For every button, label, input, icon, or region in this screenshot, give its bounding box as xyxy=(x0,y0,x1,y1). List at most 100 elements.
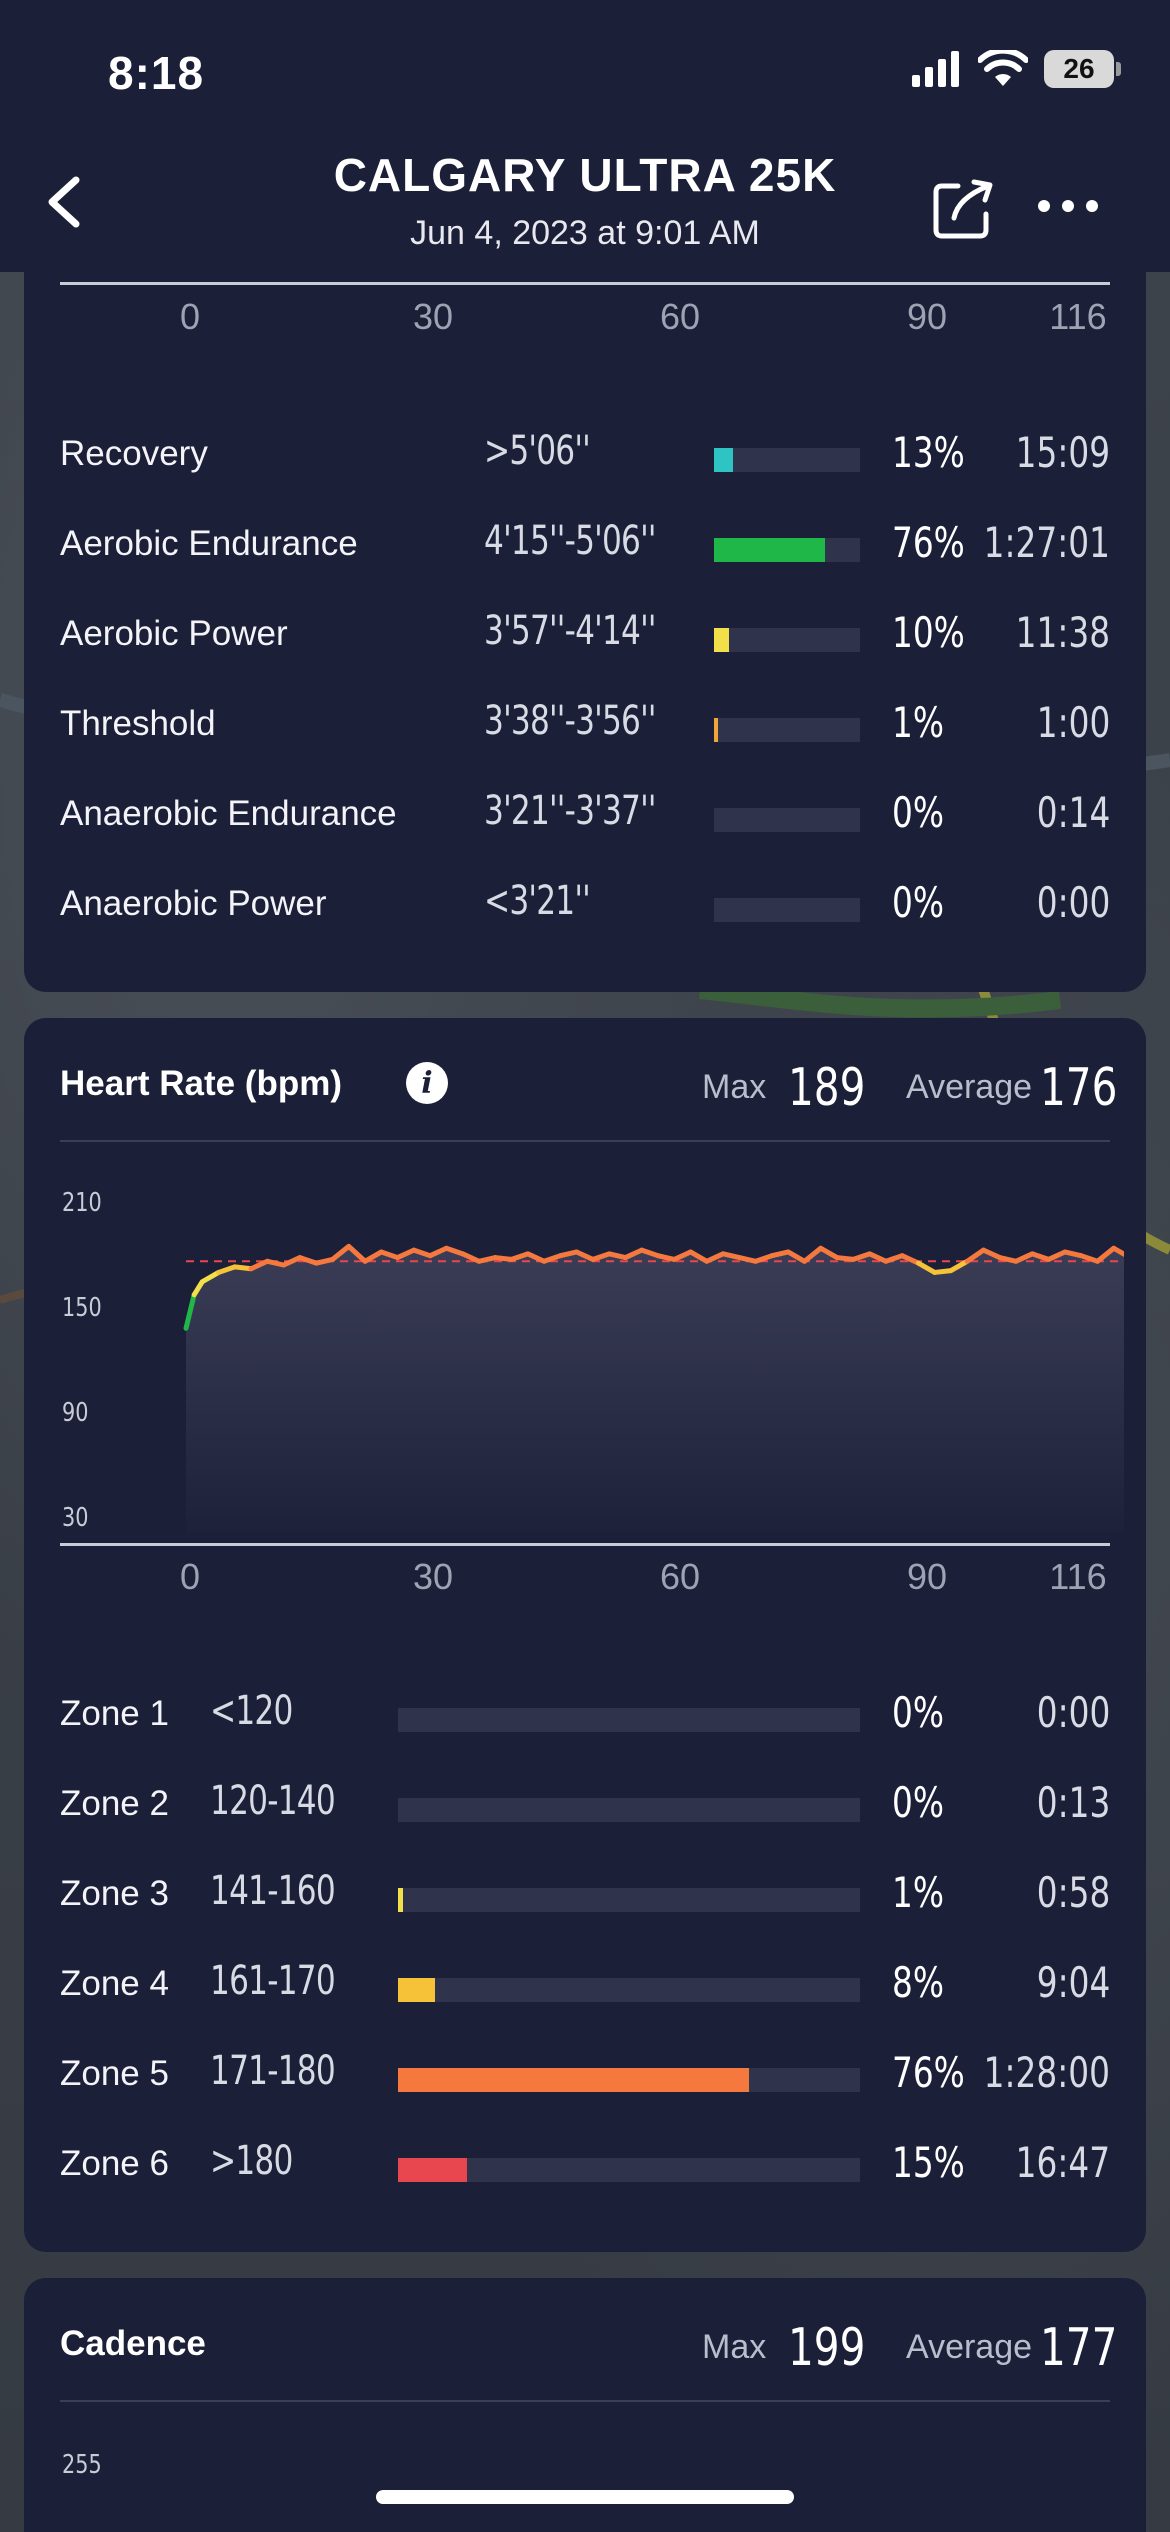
heart-rate-header: Heart Rate (bpm) i Max 189 Average 176 xyxy=(60,1058,1117,1118)
cadence-avg-label: Average xyxy=(906,2328,1033,2366)
axis-tick: 30 xyxy=(412,296,454,337)
hr-line-segment xyxy=(509,1251,531,1262)
zone-percent: 10% xyxy=(892,608,965,657)
zone-label: Zone 1 xyxy=(60,1694,169,1733)
zone-bar-fill xyxy=(398,1888,403,1912)
axis-tick: 30 xyxy=(412,1556,454,1597)
cadence-title: Cadence xyxy=(60,2324,206,2363)
zone-row: Anaerobic Power <3'21'' 0% 0:00 xyxy=(60,876,1110,936)
zone-range: 4'15''-5'06'' xyxy=(484,518,656,564)
zone-range: 3'38''-3'56'' xyxy=(484,698,656,744)
cadence-header: Cadence Max 199 Average 177 xyxy=(60,2318,1117,2378)
hr-max-label: Max xyxy=(702,1068,767,1106)
divider xyxy=(60,1140,1110,1142)
hr-avg-value: 176 xyxy=(1040,1058,1118,1118)
hr-line-segment xyxy=(997,1255,1019,1264)
hr-line-segment xyxy=(801,1245,824,1264)
hr-line-segment xyxy=(818,1245,840,1261)
activity-title: CALGARY ULTRA 25K xyxy=(333,149,837,201)
hr-line-segment xyxy=(883,1253,905,1264)
zone-bar-fill xyxy=(714,538,825,562)
zone-row: Zone 4 161-170 8% 9:04 xyxy=(60,1956,1110,2016)
zone-percent: 0% xyxy=(892,788,944,837)
zone-label: Zone 3 xyxy=(60,1874,169,1913)
heart-rate-area xyxy=(186,1246,1124,1533)
hr-line-segment xyxy=(1029,1251,1052,1262)
zone-duration: 1:28:00 xyxy=(983,2048,1110,2097)
pace-zones-card: 0 30 60 90 116 Recovery >5'06'' 13% 15:09 Ae… xyxy=(24,240,1146,992)
zone-label: Recovery xyxy=(60,434,208,473)
zone-label: Zone 6 xyxy=(60,2144,169,2183)
zone-row: Threshold 3'38''-3'56'' 1% 1:00 xyxy=(60,696,1110,756)
hr-line-segment xyxy=(688,1249,710,1264)
hr-line-segment xyxy=(460,1251,482,1264)
hr-line-segment xyxy=(329,1243,352,1262)
hr-line-segment xyxy=(411,1247,433,1259)
hr-line-segment xyxy=(785,1249,807,1264)
zone-bar-fill xyxy=(398,2158,468,2182)
zone-bar-fill xyxy=(714,718,718,742)
hr-line-segment xyxy=(476,1255,498,1264)
zone-duration: 0:13 xyxy=(1036,1778,1110,1827)
zone-bar xyxy=(714,538,860,562)
zone-duration: 0:00 xyxy=(1036,878,1110,927)
hr-line-segment xyxy=(1111,1245,1124,1258)
zone-range: <3'21'' xyxy=(484,878,591,924)
divider xyxy=(60,2400,1110,2402)
zone-label: Aerobic Power xyxy=(60,614,288,653)
zone-bar xyxy=(714,448,860,472)
zone-label: Anaerobic Power xyxy=(60,884,327,923)
share-icon[interactable] xyxy=(932,176,996,240)
hr-line-segment xyxy=(281,1255,303,1268)
hr-chart-axis xyxy=(60,1543,1110,1546)
hr-line-segment xyxy=(736,1255,759,1264)
back-chevron-icon[interactable] xyxy=(40,172,90,232)
zone-bar xyxy=(398,1978,860,2002)
hr-line-segment xyxy=(191,1279,205,1298)
zone-percent: 13% xyxy=(892,428,965,477)
hr-line-segment xyxy=(574,1249,596,1262)
zone-row: Zone 6 >180 15% 16:47 xyxy=(60,2136,1110,2196)
zone-percent: 0% xyxy=(892,1778,944,1827)
zone-row: Zone 5 171-180 76% 1:28:00 xyxy=(60,2046,1110,2106)
zone-range: <120 xyxy=(210,1688,293,1734)
hr-line-segment xyxy=(557,1249,580,1259)
heart-rate-title: Heart Rate (bpm) xyxy=(60,1064,342,1103)
hr-line-segment xyxy=(1078,1253,1100,1264)
info-icon[interactable]: i xyxy=(406,1062,448,1104)
hr-line-segment xyxy=(395,1247,417,1261)
hr-line-segment xyxy=(769,1249,791,1259)
zone-label: Zone 4 xyxy=(60,1964,169,2003)
hr-line-segment xyxy=(525,1251,547,1264)
zone-label: Anaerobic Endurance xyxy=(60,794,397,833)
zone-percent: 8% xyxy=(892,1958,944,2007)
zone-duration: 15:09 xyxy=(1015,428,1110,477)
zone-duration: 1:00 xyxy=(1036,698,1110,747)
hr-line-segment xyxy=(867,1251,889,1264)
zone-duration: 0:00 xyxy=(1036,1688,1110,1737)
hr-line-segment xyxy=(704,1251,726,1264)
zone-bar xyxy=(714,808,860,832)
more-options-icon[interactable] xyxy=(1036,196,1100,216)
wifi-icon xyxy=(978,50,1028,86)
axis-tick: 116 xyxy=(1049,296,1107,337)
zone-bar xyxy=(398,1798,860,1822)
zone-duration: 0:58 xyxy=(1036,1868,1110,1917)
zone-bar-fill xyxy=(398,1978,435,2002)
zone-row: Aerobic Power 3'57''-4'14'' 10% 11:38 xyxy=(60,606,1110,666)
zone-percent: 0% xyxy=(892,1688,944,1737)
zone-range: >5'06'' xyxy=(484,428,591,474)
pace-chart-axis xyxy=(60,282,1110,285)
zone-percent: 1% xyxy=(892,698,944,747)
hr-line-segment xyxy=(753,1253,775,1264)
zone-row: Anaerobic Endurance 3'21''-3'37'' 0% 0:14 xyxy=(60,786,1110,846)
top-bar: 8:18 26 CALGARY ULTRA 25K Jun 4, 2023 at… xyxy=(0,0,1170,272)
hr-max-value: 189 xyxy=(788,1058,866,1118)
axis-tick: 90 xyxy=(906,296,948,337)
zone-range: 161-170 xyxy=(210,1958,336,2004)
zone-row: Zone 2 120-140 0% 0:13 xyxy=(60,1776,1110,1836)
hr-line-segment xyxy=(850,1251,873,1262)
zone-duration: 9:04 xyxy=(1036,1958,1110,2007)
zone-percent: 76% xyxy=(892,518,965,567)
zone-duration: 1:27:01 xyxy=(983,518,1110,567)
